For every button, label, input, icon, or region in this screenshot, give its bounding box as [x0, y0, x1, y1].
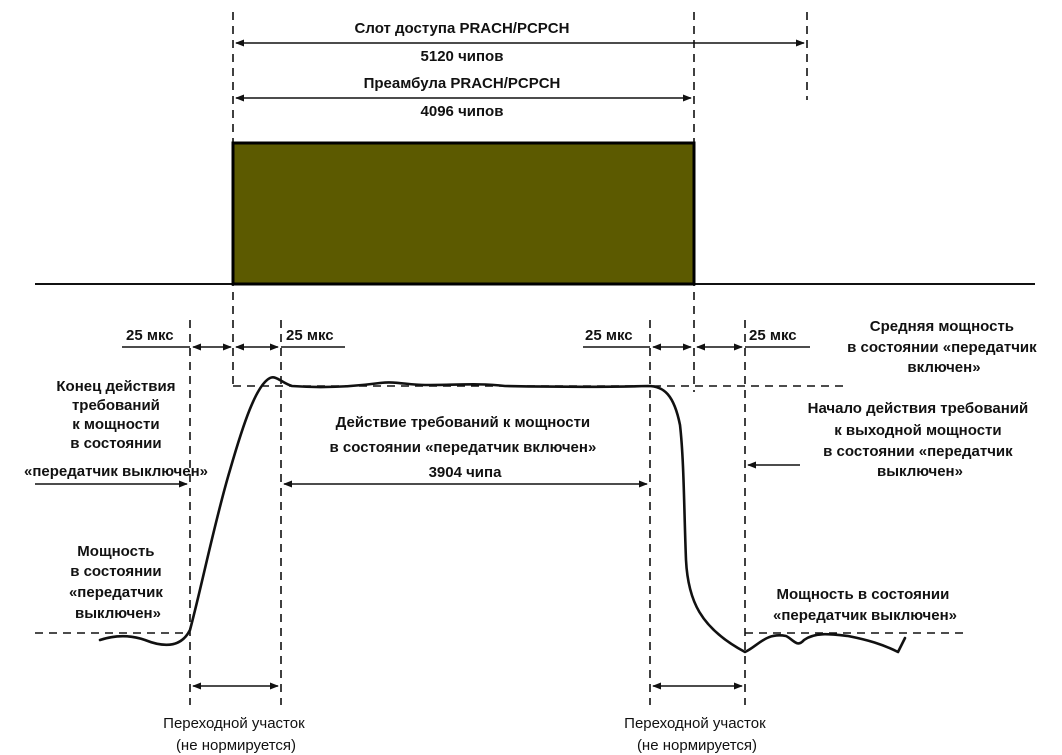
preamble-label: Преамбула PRACH/PCPCH	[364, 75, 561, 92]
start-requirement-label: Начало действия требований к выходной мо…	[808, 400, 1033, 480]
transition-left-label: Переходной участок (не нормируется)	[163, 715, 309, 754]
preamble-block	[231, 141, 696, 286]
slot-length: 5120 чипов	[421, 48, 504, 65]
end-requirement-label: Конец действия требований к мощности в с…	[24, 378, 208, 480]
interval-2-label: 25 мкс	[286, 327, 334, 344]
interval-1-label: 25 мкс	[126, 327, 174, 344]
interval-4-label: 25 мкс	[749, 327, 797, 344]
on-requirement-label: Действие требований к мощности в состоян…	[330, 414, 601, 481]
transition-right-label: Переходной участок (не нормируется)	[624, 715, 770, 754]
interval-3-label: 25 мкс	[585, 327, 633, 344]
off-power-left-label: Мощность в состоянии «передатчик выключе…	[69, 543, 167, 622]
off-power-right-label: Мощность в состоянии «передатчик выключе…	[773, 586, 957, 624]
preamble-length: 4096 чипов	[421, 103, 504, 120]
avg-power-label: Средняя мощность в состоянии «передатчик…	[847, 318, 1041, 376]
slot-label: Слот доступа PRACH/PCPCH	[355, 20, 570, 37]
power-envelope-curve	[98, 376, 907, 654]
